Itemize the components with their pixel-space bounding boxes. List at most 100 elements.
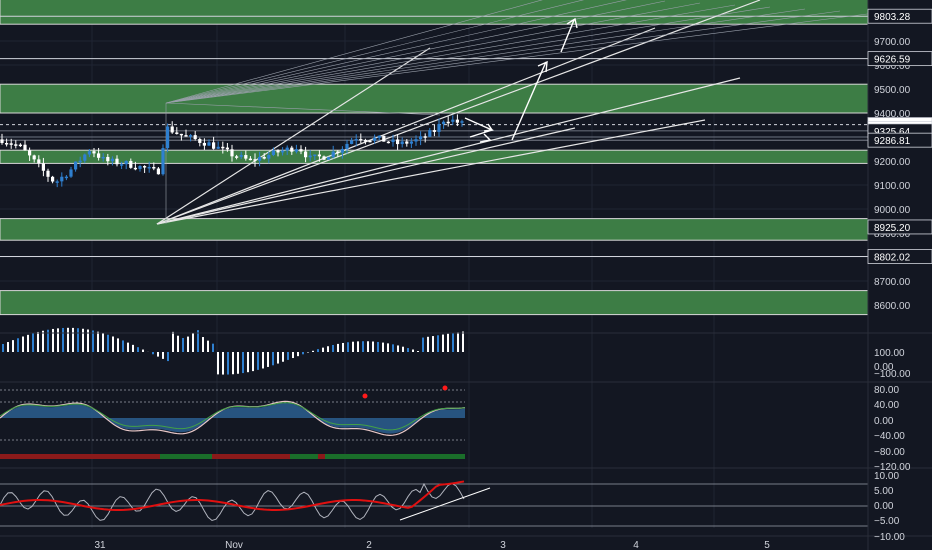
osc-line-b (0, 402, 466, 431)
indicator3-axis-tick-1: 5.00 (874, 486, 894, 497)
candle-body-33 (152, 166, 156, 169)
indicator2-axis-tick-4: −80.00 (874, 447, 905, 458)
candle-body-29 (133, 167, 137, 170)
candle-body-78 (359, 139, 363, 141)
candle-body-58 (267, 155, 271, 159)
candle-body-41 (189, 135, 193, 137)
price-tag-label-0: 9803.28 (874, 12, 911, 23)
candle-body-2 (9, 143, 13, 145)
histogram-indicator (2, 327, 464, 375)
candle-body-91 (419, 136, 423, 140)
candle-body-10 (46, 170, 50, 177)
indicator2-axis-tick-2: 0.00 (874, 416, 894, 427)
indicator2-axis-tick-0: 80.00 (874, 385, 899, 396)
arrow-head-3 (566, 17, 578, 29)
price-axis-tick-0: 9700.00 (874, 37, 911, 48)
candle-body-69 (317, 154, 321, 157)
candle-body-26 (120, 164, 124, 166)
trend-line-drawings[interactable] (156, 0, 876, 225)
candle-body-14 (64, 176, 68, 179)
candle-body-66 (304, 151, 308, 158)
price-axis-tick-1: 9600.00 (874, 61, 911, 72)
candle-body-39 (179, 133, 183, 136)
candle-body-12 (55, 181, 59, 183)
indicator3-axis-tick-3: −5.00 (874, 516, 900, 527)
time-axis-label-5: 5 (764, 540, 770, 550)
candle-body-94 (432, 130, 436, 132)
candle-body-54 (248, 158, 252, 161)
price-axis-tick-11: 8600.00 (874, 301, 911, 312)
projection-arrow-1 (511, 61, 547, 141)
momentum-trend-line (399, 487, 491, 521)
fan-line-1 (156, 27, 656, 225)
candle-body-45 (207, 142, 211, 146)
candle-body-37 (170, 126, 174, 133)
time-axis[interactable]: 31 Nov 2 3 4 5 (94, 540, 770, 550)
price-tag-label-6: 8925.20 (874, 223, 911, 234)
candle-body-59 (271, 150, 275, 156)
gann-line-9 (165, 12, 876, 104)
candle-body-96 (442, 121, 446, 125)
oscillator-indicator (0, 385, 466, 459)
zone-3 (0, 218, 869, 241)
candle-body-48 (221, 146, 225, 149)
osc-area (0, 403, 465, 434)
momentum-indicator (0, 480, 868, 527)
gann-line-8 (165, 10, 841, 104)
candle-body-81 (373, 137, 377, 141)
candle-body-42 (193, 135, 197, 139)
candle-body-53 (244, 155, 248, 159)
candle-body-27 (124, 160, 128, 165)
candle-body-35 (161, 148, 165, 175)
time-axis-label-4: 4 (633, 540, 639, 550)
indicator3-axis-tick-4: −10.00 (874, 532, 905, 543)
candle-body-77 (354, 139, 358, 141)
arrow-head-0 (483, 123, 494, 132)
candle-body-49 (225, 147, 229, 150)
candle-body-51 (235, 156, 239, 158)
candle-body-0 (0, 139, 4, 143)
arrow-head-2 (537, 60, 548, 73)
candle-body-1 (5, 142, 9, 145)
gann-line-1 (165, 0, 585, 104)
candle-body-55 (253, 159, 257, 161)
candle-body-67 (308, 155, 312, 158)
candle-body-31 (143, 166, 147, 168)
price-axis-tick-6: 9100.00 (874, 181, 911, 192)
gann-base-line (165, 102, 441, 116)
osc-signal-dot-1 (442, 385, 448, 391)
indicator1-axis-tick-0: 100.00 (874, 348, 905, 359)
indicator3-axis-tick-2: 0.00 (874, 501, 894, 512)
price-tag-label-1: 9626.59 (874, 55, 911, 66)
gann-line-6 (165, 6, 771, 104)
candle-body-18 (83, 154, 87, 161)
price-tag-label-7: 8802.02 (874, 253, 911, 264)
support-resistance-zones (0, 0, 869, 316)
candle-body-88 (405, 141, 409, 144)
candle-body-56 (258, 156, 262, 161)
candle-body-60 (276, 150, 280, 153)
price-axis-tick-10: 8700.00 (874, 277, 911, 288)
osc-bias-red-0 (0, 454, 160, 459)
candle-body-3 (14, 144, 18, 146)
candle-body-99 (455, 119, 459, 123)
candle-body-98 (451, 119, 455, 122)
price-tags: 9803.289626.599351.5047:159325.649286.81… (867, 8, 932, 264)
indicator1-axis-tick-1: 0.00 (874, 362, 894, 373)
time-axis-label-1: Nov (225, 540, 243, 550)
time-axis-label-0: 31 (94, 540, 106, 550)
fan-line-5 (156, 127, 576, 225)
candle-body-5 (23, 144, 27, 151)
candle-body-50 (230, 149, 234, 157)
candle-body-76 (350, 140, 354, 144)
price-tag-box-7 (867, 249, 932, 264)
fan-line-4 (156, 119, 706, 225)
candle-body-86 (396, 139, 400, 145)
candle-body-20 (92, 151, 96, 154)
price-axis-tick-5: 9200.00 (874, 157, 911, 168)
candle-body-74 (340, 148, 344, 153)
candle-body-57 (262, 156, 266, 159)
osc-signal-dot-0 (362, 393, 368, 399)
